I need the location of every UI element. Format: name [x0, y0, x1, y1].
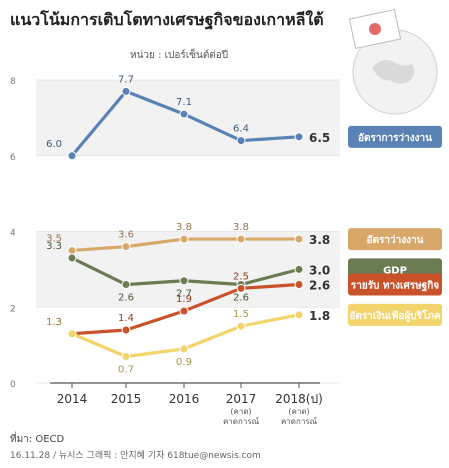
legend-label: รายรับ ทางเศรษฐกิจ	[351, 280, 439, 292]
data-point	[236, 283, 246, 293]
data-point	[67, 245, 77, 255]
data-label: 1.5	[233, 309, 249, 320]
data-point	[121, 325, 131, 335]
data-label: 7.1	[176, 97, 192, 108]
legend-label: GDP	[383, 265, 407, 276]
data-point	[121, 351, 131, 361]
data-point	[121, 86, 131, 96]
data-point	[236, 321, 246, 331]
data-label: 6.4	[233, 124, 249, 135]
data-label: 6.5	[309, 131, 330, 145]
x-tick-label: 2015	[111, 392, 142, 406]
data-point	[179, 109, 189, 119]
data-label: 2.6	[309, 279, 330, 293]
globe-illustration	[348, 8, 438, 115]
data-label: 3.8	[176, 222, 192, 233]
data-point	[236, 234, 246, 244]
data-point	[179, 344, 189, 354]
continent-shape	[372, 60, 415, 84]
data-label: 3.6	[118, 230, 134, 241]
data-label: 3.3	[46, 241, 62, 252]
data-point	[67, 253, 77, 263]
x-axis: 2014 2015 2016 2017(คาด)คาดการณ์2018(ป)(คาด…	[50, 382, 323, 426]
data-point	[294, 280, 304, 290]
data-point	[294, 310, 304, 320]
x-tick-sublabel: (คาด)	[288, 407, 309, 416]
grid-band	[36, 80, 340, 156]
grid-band	[36, 231, 340, 308]
data-label: 2.7	[176, 289, 192, 300]
y-tick-label: 6	[10, 153, 16, 163]
credit-line: 16.11.28 / 뉴시스 그래픽 : 안지혜 기자 618tue@newsi…	[10, 451, 261, 461]
data-point	[121, 280, 131, 290]
data-point	[179, 306, 189, 316]
legend-box	[348, 228, 442, 251]
data-label: 1.3	[46, 317, 62, 328]
x-tick-label: 2014	[57, 392, 88, 406]
data-label: 0.7	[118, 364, 134, 375]
flag-emblem	[369, 23, 381, 35]
data-point	[294, 234, 304, 244]
legend-label: อัตราการว่างงาน	[358, 132, 432, 144]
y-tick-label: 4	[10, 229, 16, 239]
data-point	[67, 329, 77, 339]
x-tick-sublabel: คาดการณ์	[223, 416, 260, 426]
data-label: 7.7	[118, 74, 134, 85]
chart-title: แนวโน้มการเติบโตทางเศรษฐกิจของเกาหลีใต้	[10, 10, 324, 29]
unit-note: หน่วย : เปอร์เซ็นต์ต่อปี	[130, 50, 229, 61]
x-tick-sublabel: คาดการณ์	[281, 416, 318, 426]
data-label: 2.6	[233, 293, 249, 304]
data-label: 0.9	[176, 357, 192, 368]
background-bands	[36, 80, 340, 383]
legend-label: อัตราว่างงาน	[367, 234, 424, 246]
series-lines: 6.0 7.7 7.1 6.4 6.5 3.5 3.6 3.8 3.8 3.8 3.3 2.6 2.7 2…	[46, 74, 330, 375]
data-label: 1.3	[46, 317, 62, 328]
data-label: 3.8	[233, 222, 249, 233]
y-tick-label: 2	[10, 304, 16, 314]
data-label: 3.0	[309, 263, 330, 277]
grid-band	[36, 155, 340, 232]
data-point	[121, 242, 131, 252]
data-label: 2.5	[233, 271, 249, 282]
y-tick-label: 8	[10, 77, 16, 87]
x-tick-label: 2017	[226, 392, 257, 406]
legend-box	[348, 125, 442, 148]
y-tick-label: 0	[10, 380, 16, 390]
data-label: 1.4	[118, 313, 134, 324]
data-label: 6.0	[46, 139, 62, 150]
data-label: 1.8	[309, 309, 330, 323]
data-point	[294, 264, 304, 274]
x-tick-label: 2016	[169, 392, 200, 406]
data-point	[67, 151, 77, 161]
data-point	[179, 276, 189, 286]
data-label: 3.8	[309, 233, 330, 247]
data-point	[179, 234, 189, 244]
data-point	[236, 136, 246, 146]
legend-box	[348, 303, 442, 326]
x-tick-sublabel: (คาด)	[230, 407, 251, 416]
grid-band	[36, 307, 340, 383]
data-label: 1.9	[176, 294, 192, 305]
legend-label: อัตราเงินเฟ้อผู้บริโภค	[349, 309, 441, 323]
legend-box	[348, 273, 442, 296]
x-tick-label: 2018(ป)	[275, 392, 323, 406]
data-point	[294, 132, 304, 142]
data-label: 3.5	[46, 233, 62, 244]
data-label: 2.6	[118, 293, 134, 304]
source-note: ที่มา: OECD	[10, 434, 65, 445]
